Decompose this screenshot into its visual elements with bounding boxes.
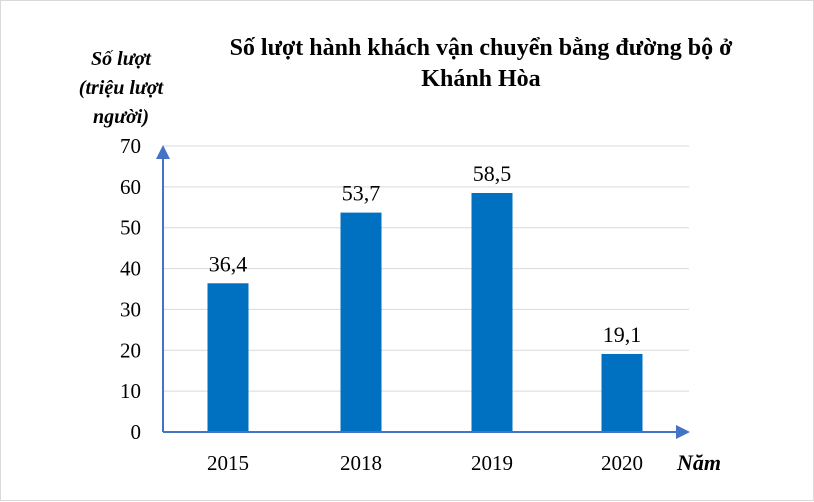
y-tick-label: 30 <box>120 297 141 321</box>
y-axis-label-line: (triệu lượt <box>78 77 164 99</box>
y-tick-label: 10 <box>120 379 141 403</box>
x-tick-label: 2020 <box>601 451 643 475</box>
data-label: 36,4 <box>209 251 248 276</box>
x-axis-arrow-icon <box>676 425 690 439</box>
data-label: 58,5 <box>473 161 512 186</box>
chart-title-line: Số lượt hành khách vận chuyển bằng đường… <box>229 35 733 61</box>
y-axis-label: Số lượt (triệu lượt người) <box>61 45 181 132</box>
bar-2019 <box>471 192 513 432</box>
bar-2020 <box>601 353 643 432</box>
y-tick-label: 20 <box>120 338 141 362</box>
data-label: 53,7 <box>342 181 381 206</box>
y-axis-label-line: Số lượt <box>91 48 151 70</box>
x-tick-label: 2018 <box>340 451 382 475</box>
bar-2018 <box>340 212 382 432</box>
chart-title-line: Khánh Hòa <box>421 66 541 92</box>
y-axis-label-line: người) <box>92 106 150 128</box>
y-axis-arrow-icon <box>156 145 170 159</box>
x-axis-label: Năm <box>677 450 721 475</box>
bar-2015 <box>207 283 249 432</box>
data-label: 19,1 <box>603 322 642 347</box>
chart-title: Số lượt hành khách vận chuyển bằng đường… <box>181 33 781 95</box>
y-tick-label: 0 <box>131 420 142 444</box>
x-tick-label: 2015 <box>207 451 249 475</box>
y-tick-label: 60 <box>120 175 141 199</box>
y-tick-label: 40 <box>120 257 141 281</box>
x-tick-label: 2019 <box>471 451 513 475</box>
y-tick-label: 50 <box>120 216 141 240</box>
y-tick-label: 70 <box>120 134 141 158</box>
